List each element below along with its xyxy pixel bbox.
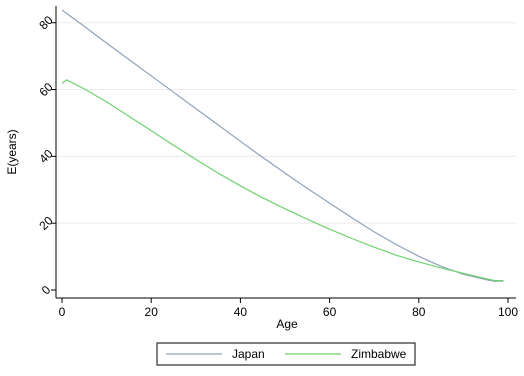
axes [55,6,516,299]
x-tick-label-60: 60 [323,305,337,319]
y-tick-label-20: 20 [36,213,56,233]
y-tick-label-40: 40 [36,146,56,166]
legend: Japan Zimbabwe [156,342,416,366]
y-tick-label-60: 60 [36,80,56,100]
x-tick-label-0: 0 [59,305,66,319]
plot-area [59,5,517,299]
x-tick-label-100: 100 [498,305,518,319]
legend-label-zimbabwe: Zimbabwe [351,347,407,361]
series-line-zimbabwe [61,79,504,282]
y-axis-title: E(years) [5,129,19,174]
legend-label-japan: Japan [232,347,265,361]
x-tick-label-20: 20 [145,305,159,319]
x-tick-label-80: 80 [412,305,426,319]
x-tick-label-40: 40 [234,305,248,319]
x-axis-title: Age [276,317,298,331]
gridlines [56,22,516,224]
series-lines [61,9,504,282]
y-tick-label-80: 80 [36,13,56,33]
